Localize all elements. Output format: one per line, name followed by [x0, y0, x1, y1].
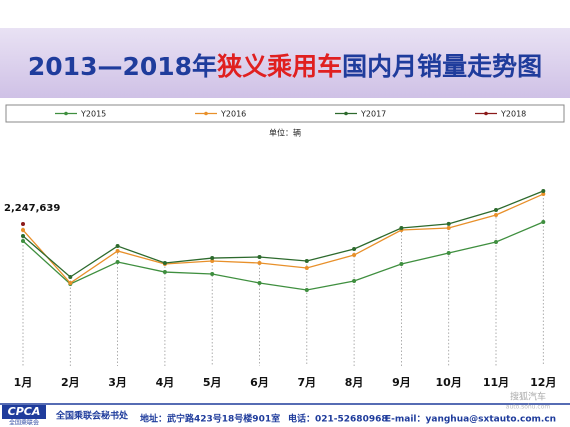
point: [446, 226, 451, 231]
point: [352, 253, 357, 258]
watermark: 搜狐汽车: [510, 391, 546, 403]
series-line: [22, 190, 544, 278]
series-line: [22, 221, 544, 291]
point: [352, 279, 357, 284]
title-part: 狭义乘用车: [216, 52, 342, 81]
point: [115, 248, 120, 253]
legend-dot: [204, 111, 208, 116]
email: E-mail：yanghua@sxtauto.com.cn: [385, 415, 556, 425]
x-tick-label: 1月: [14, 376, 33, 389]
legend-label: Y2016: [220, 110, 246, 119]
chart-title: 2013—2018年狭义乘用车国内月销量走势图: [28, 52, 542, 81]
point: [21, 228, 25, 233]
logo-box: [2, 405, 46, 419]
legend-dot: [344, 111, 348, 116]
x-tick-label: 12月: [530, 376, 556, 389]
legend-box: [5, 104, 565, 123]
point: [162, 270, 167, 275]
address: 地址：武宁路423号18号楼901室: [140, 413, 280, 425]
x-tick-label: 4月: [156, 376, 175, 389]
x-tick-label: 5月: [203, 376, 222, 389]
unit-label: 单位：辆: [269, 128, 301, 138]
legend-label: Y2018: [500, 110, 526, 119]
title-part: 2013—2018年: [28, 52, 217, 81]
point: [68, 274, 73, 279]
point: [210, 256, 215, 261]
data-label: 2,247,639: [4, 203, 60, 214]
logo: CPCA: [8, 405, 41, 418]
x-tick-label: 3月: [108, 376, 127, 389]
x-tick-label: 8月: [345, 376, 364, 389]
point: [210, 259, 215, 264]
point: [210, 272, 215, 277]
point: [115, 260, 120, 265]
point: [541, 220, 546, 225]
point: [257, 281, 262, 286]
point: [352, 247, 357, 252]
x-tick-label: 7月: [297, 376, 316, 389]
title-band: [0, 28, 570, 98]
phone: 电话：021-52680968: [288, 413, 388, 425]
footer-bg: [0, 404, 570, 427]
legend-label: Y2015: [80, 110, 106, 119]
x-tick-label: 10月: [436, 376, 462, 389]
x-tick-label: 6月: [250, 376, 269, 389]
point: [541, 192, 546, 197]
legend-dot: [484, 111, 488, 116]
point: [21, 222, 25, 227]
org: 全国乘联会秘书处: [55, 410, 129, 422]
point: [257, 261, 262, 266]
point: [162, 261, 167, 266]
logo-sub: 全国乘联会: [9, 419, 39, 427]
point: [494, 208, 498, 213]
legend-dot: [64, 111, 68, 116]
x-tick-label: 9月: [392, 376, 411, 389]
point: [21, 239, 25, 244]
legend-label: Y2017: [360, 110, 386, 119]
point: [494, 213, 498, 218]
point: [399, 261, 404, 266]
point: [68, 281, 73, 286]
point: [446, 221, 451, 226]
point: [257, 255, 262, 259]
point: [494, 240, 498, 245]
title-part: 国内月销量走势图: [342, 52, 542, 81]
point: [304, 288, 309, 292]
series-line: [22, 193, 544, 284]
x-tick-label: 2月: [61, 376, 80, 389]
point: [304, 266, 309, 271]
point: [541, 189, 546, 193]
point: [21, 234, 25, 239]
point: [399, 226, 404, 231]
point: [115, 244, 120, 249]
point: [446, 251, 451, 256]
x-tick-label: 11月: [483, 376, 509, 389]
point: [304, 259, 309, 264]
watermark-url: auto.sohu.com: [506, 404, 551, 411]
